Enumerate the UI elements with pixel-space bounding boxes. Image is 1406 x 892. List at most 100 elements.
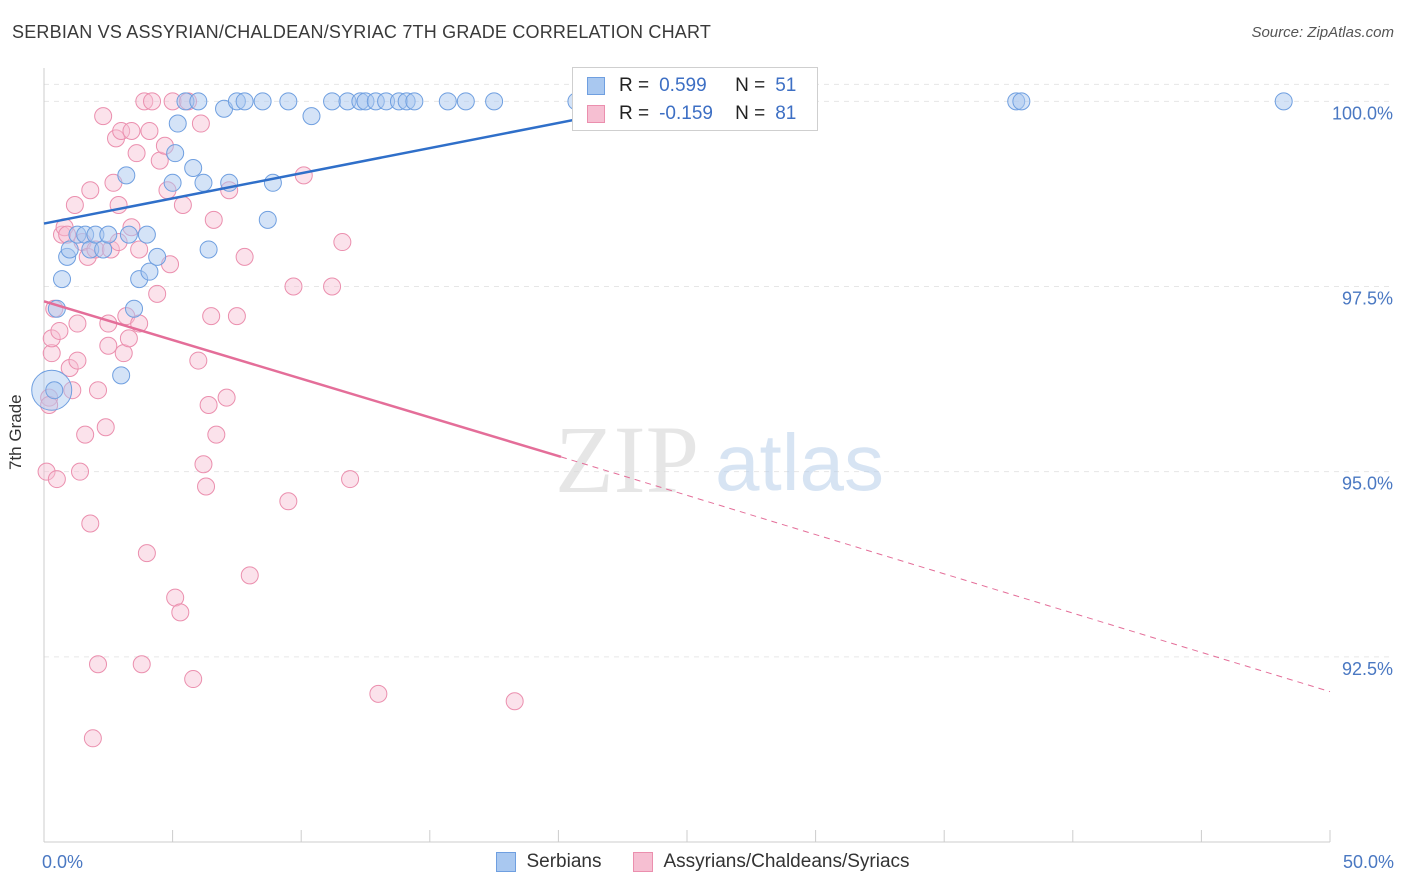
legend-row-serbians: R = 0.599 N = 51 [587,74,796,98]
legend-item-serbians[interactable]: Serbians [496,851,601,873]
point-assyrians-75 [369,684,388,703]
point-serbians-23 [184,158,203,177]
point-assyrians-13 [68,314,87,333]
legend-n-label: N = [735,103,766,124]
legend-r-label: R = [619,75,650,96]
point-assyrians-74 [341,470,360,489]
legend-r-value: 0.599 [659,75,707,96]
point-serbians-47 [485,92,504,111]
point-assyrians-67 [235,247,254,266]
point-assyrians-5 [47,470,66,489]
series-legend: Serbians Assyrians/Chaldeans/Syriacs [0,851,1406,873]
watermark-zip: ZIP [555,406,699,513]
point-assyrians-22 [89,381,108,400]
point-assyrians-77 [83,729,102,748]
point-serbians-21 [168,114,187,133]
point-serbians-35 [302,107,321,126]
point-assyrians-52 [171,603,190,622]
point-assyrians-71 [294,166,313,185]
point-assyrians-63 [207,425,226,444]
legend-r-label: R = [619,103,650,124]
point-assyrians-10 [60,358,79,377]
legend-n-value: 51 [775,75,797,96]
point-assyrians-35 [119,329,138,348]
point-assyrians-32 [112,121,131,140]
chart-title: SERBIAN VS ASSYRIAN/CHALDEAN/SYRIAC 7TH … [12,22,712,42]
point-serbians-32 [258,210,277,229]
series-assyrians-points [37,92,524,748]
point-serbians-51 [1274,92,1293,111]
point-assyrians-20 [81,181,100,200]
trend-line-assyrians-extension [560,456,1331,693]
point-assyrians-19 [81,514,100,533]
point-serbians-19 [163,173,182,192]
legend-row-assyrians: R = -0.159 N = 81 [587,102,796,126]
point-serbians-2 [53,270,72,289]
point-assyrians-76 [505,692,524,711]
point-serbians-0 [45,381,64,400]
point-assyrians-59 [197,477,216,496]
point-serbians-44 [405,92,424,111]
y-tick-label-2: 97.5% [1342,288,1393,308]
point-assyrians-38 [127,144,146,163]
point-assyrians-23 [89,655,108,674]
chart-source: Source: ZipAtlas.com [1251,24,1394,41]
point-assyrians-62 [204,210,223,229]
point-assyrians-12 [65,196,84,215]
x-tick-label-min: 0.0% [42,852,84,872]
point-assyrians-53 [173,196,192,215]
y-tick-label-0: 92.5% [1342,659,1393,679]
point-assyrians-42 [137,544,156,563]
point-assyrians-55 [184,670,203,689]
point-assyrians-70 [284,277,303,296]
point-serbians-46 [456,92,475,111]
point-assyrians-64 [217,388,236,407]
trend-lines [43,100,1331,693]
point-assyrians-61 [202,307,221,326]
point-assyrians-15 [71,462,90,481]
legend-n-value: 81 [775,103,797,124]
legend-r-value: -0.159 [659,103,713,124]
point-serbians-24 [189,92,208,111]
point-assyrians-36 [122,121,141,140]
point-assyrians-40 [132,655,151,674]
point-serbians-34 [279,92,298,111]
correlation-legend: R = 0.599 N = 51 R = -0.159 N = 81 [572,67,818,131]
legend-swatch-serbians [496,852,517,872]
point-assyrians-25 [96,418,115,437]
legend-item-assyrians[interactable]: Assyrians/Chaldeans/Syriacs [633,851,910,873]
point-serbians-31 [253,92,272,111]
point-assyrians-17 [76,425,95,444]
point-assyrians-3 [42,329,61,348]
legend-swatch-assyrians [633,852,654,872]
point-serbians-30 [235,92,254,111]
point-assyrians-72 [323,277,342,296]
point-serbians-4 [60,240,79,259]
y-tick-label-1: 95.0% [1342,474,1393,494]
point-serbians-20 [166,144,185,163]
series-serbians-points [31,92,1293,411]
legend-swatch-serbians [587,77,605,95]
point-serbians-50 [1012,92,1031,111]
point-serbians-25 [194,173,213,192]
y-tick-label-3: 100.0% [1332,103,1393,123]
point-serbians-10 [99,225,118,244]
point-assyrians-58 [194,455,213,474]
point-serbians-36 [323,92,342,111]
y-tick-labels: 92.5% 95.0% 97.5% 100.0% [1332,103,1393,679]
point-assyrians-73 [333,233,352,252]
point-assyrians-78 [99,336,118,355]
point-assyrians-66 [227,307,246,326]
point-serbians-14 [125,299,144,318]
point-serbians-13 [119,225,138,244]
watermark-atlas: atlas [715,418,884,507]
point-serbians-16 [137,225,156,244]
point-assyrians-14 [68,351,87,370]
point-assyrians-6 [50,321,69,340]
point-assyrians-0 [37,462,56,481]
legend-label-serbians: Serbians [526,851,602,872]
axes [43,68,1331,843]
point-serbians-26 [199,240,218,259]
point-serbians-17 [140,262,159,281]
point-assyrians-11 [63,381,82,400]
